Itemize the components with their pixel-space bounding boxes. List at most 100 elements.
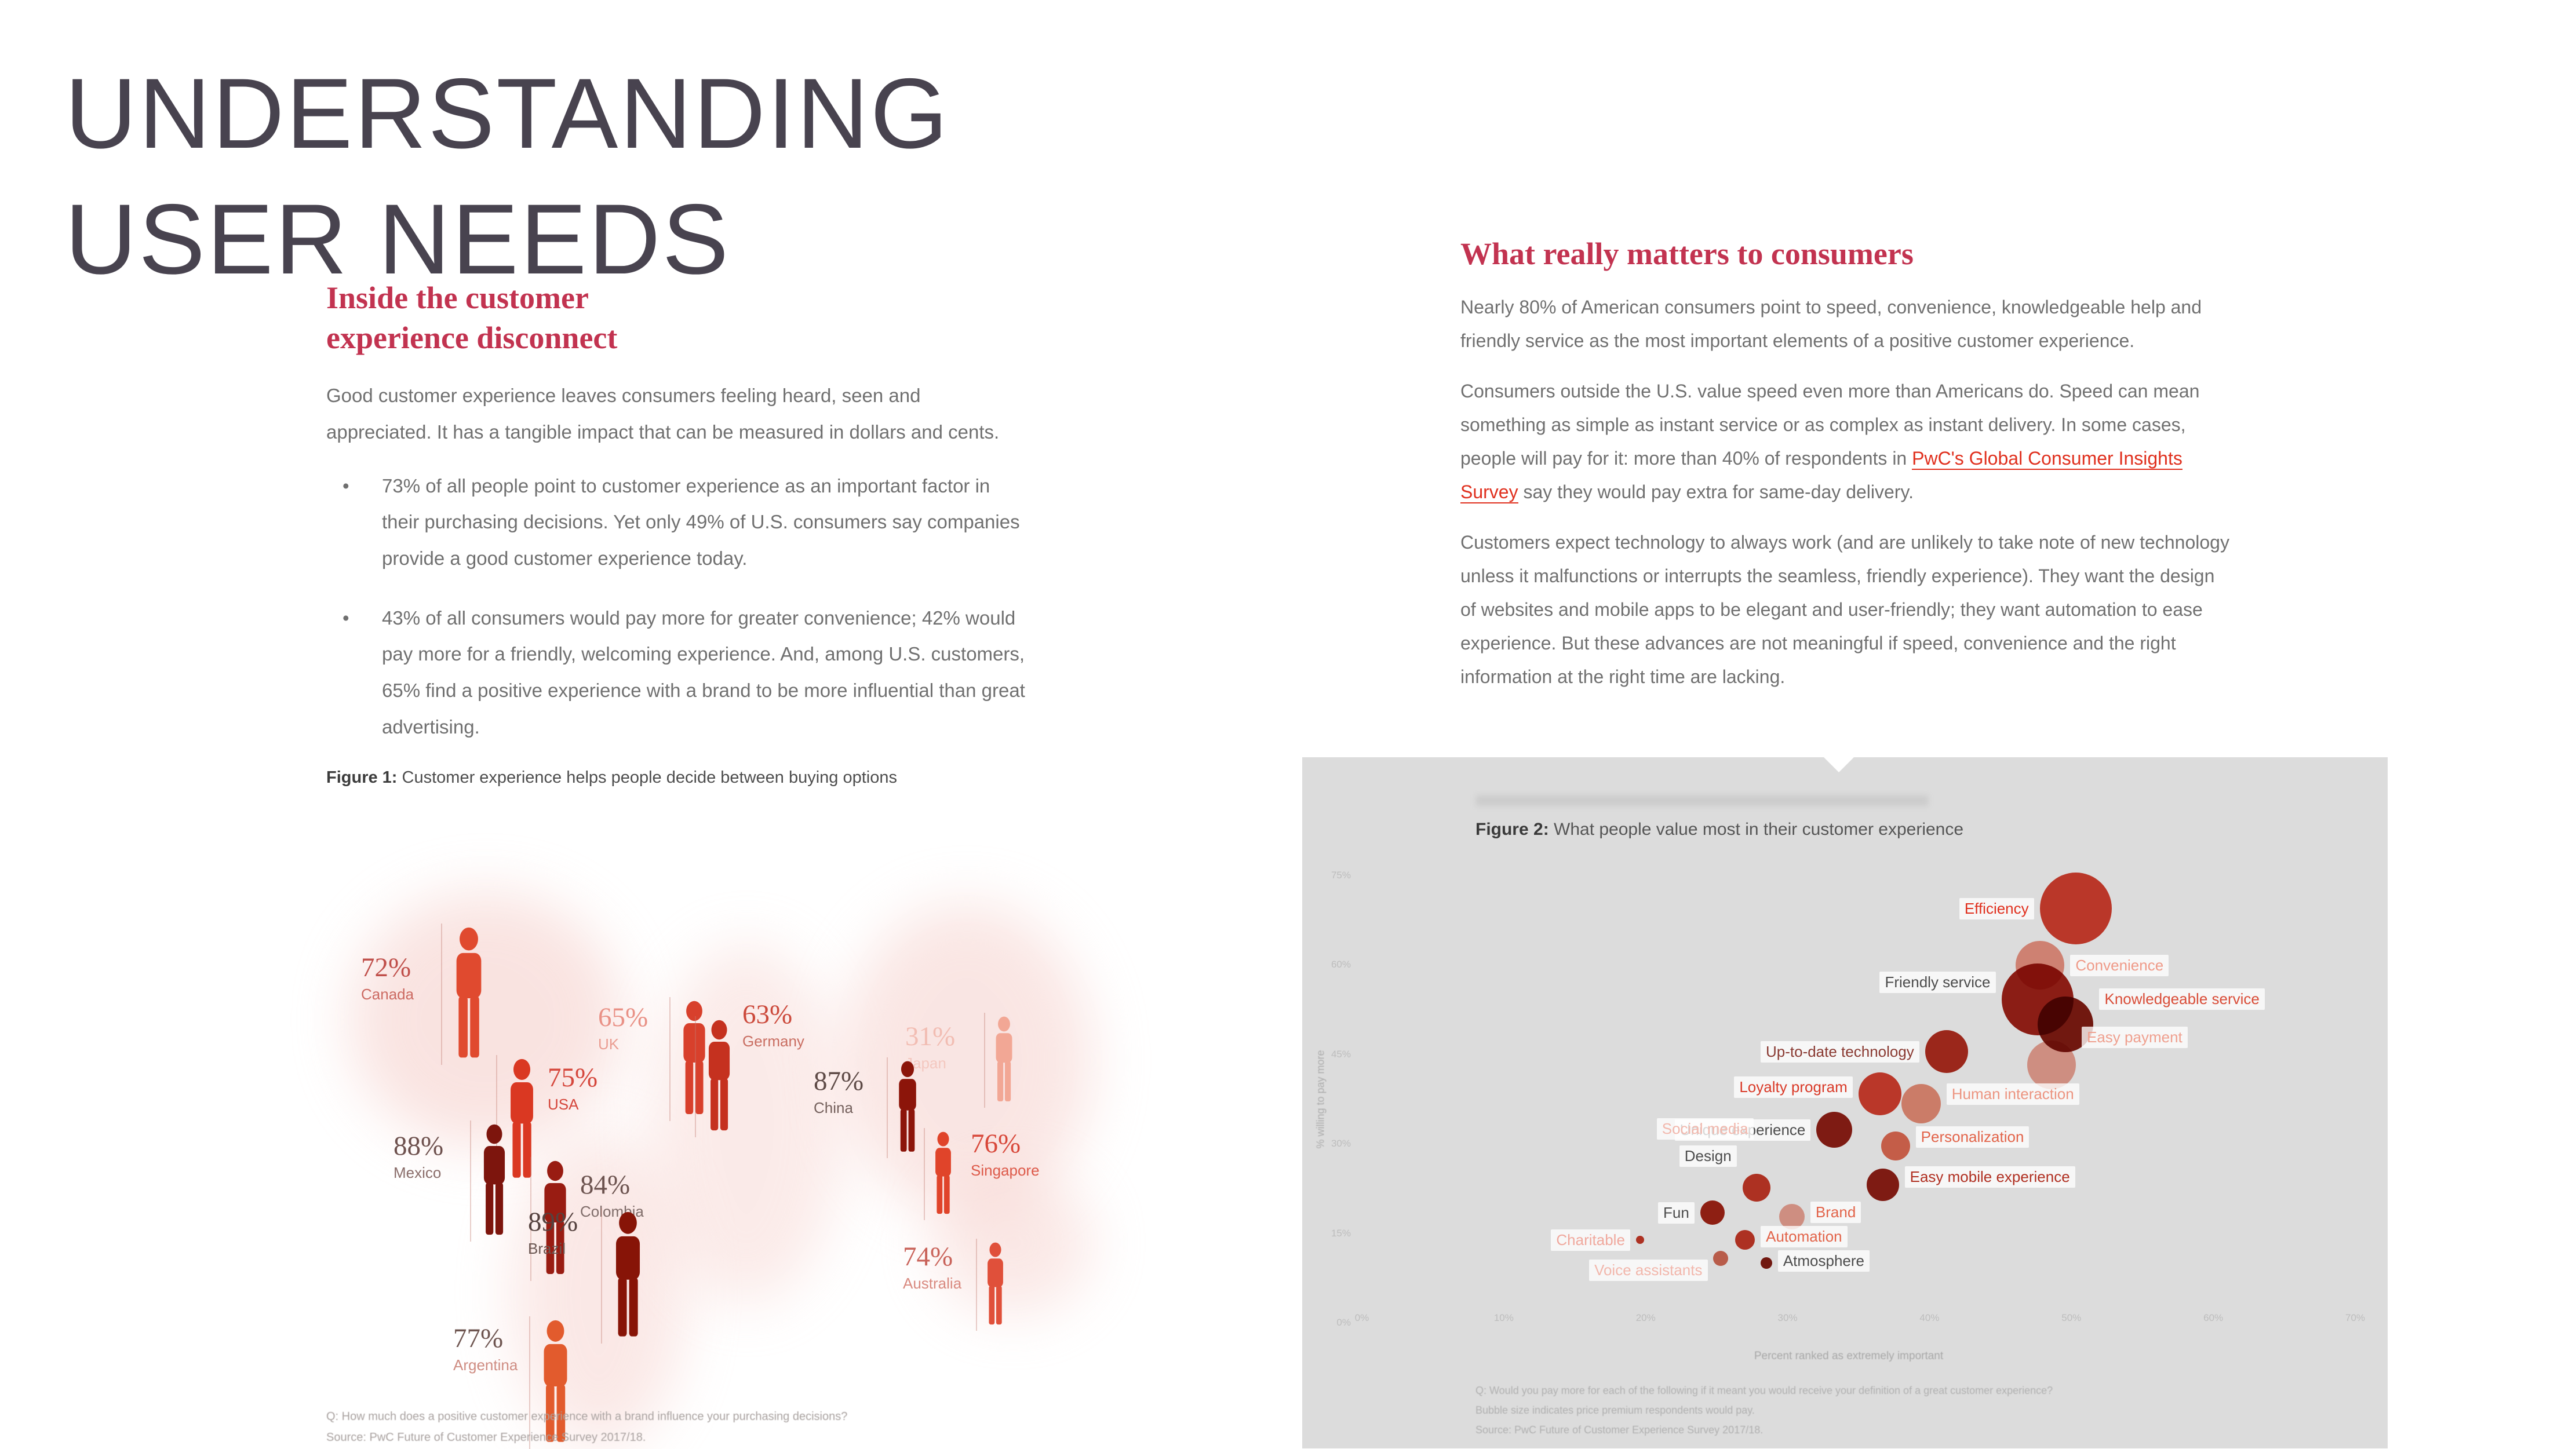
figure2-footnote-line: Q: Would you pay more for each of the fo…	[1475, 1385, 2053, 1396]
divider-line	[695, 1016, 696, 1137]
world-map: 72% Canada 65% UK 75% USA 63% Germany 88% Mexico 8…	[326, 278, 1091, 1449]
page-title-line1: UNDERSTANDING	[65, 58, 950, 169]
bubble-label-fun: Fun	[1658, 1202, 1695, 1224]
map-blob-asia	[842, 904, 1091, 1217]
divider-line	[496, 1055, 497, 1185]
bubble-brand	[1779, 1203, 1805, 1229]
divider-line	[984, 1013, 985, 1108]
bubble-atmosphere	[1760, 1257, 1772, 1269]
bubble-design	[1742, 1174, 1770, 1202]
bubble-label-voice-assistants: Voice assistants	[1589, 1259, 1708, 1281]
y-tick: 45%	[1331, 1048, 1351, 1060]
page-title-line2: USER NEEDS	[65, 183, 731, 295]
country-label-japan: 31% Japan	[905, 1021, 956, 1072]
divider-line	[601, 1208, 602, 1344]
figure1-caption: Figure 1: Customer experience helps peop…	[326, 768, 1045, 787]
divider-line	[530, 1157, 531, 1281]
divider-line	[887, 1057, 888, 1158]
page-title: UNDERSTANDING USER NEEDS	[65, 51, 950, 302]
figure2-footnotes: Q: Would you pay more for each of the fo…	[1475, 1381, 2053, 1440]
page-notch	[1824, 757, 1854, 772]
country-name: Canada	[361, 986, 414, 1003]
consumer-insights-survey-link[interactable]: PwC's Global Consumer Insights Survey	[1460, 448, 2183, 504]
x-tick: 0%	[1354, 1312, 1369, 1323]
x-tick: 30%	[1777, 1312, 1798, 1323]
country-percent: 88%	[393, 1131, 444, 1161]
right-article: What really matters to consumers Nearly …	[1460, 234, 2237, 710]
bubble-easy-payment	[2027, 1041, 2076, 1089]
person-icon-uk	[669, 997, 714, 1121]
bubble-label-knowledgeable-service: Knowledgeable service	[2099, 988, 2265, 1010]
country-percent: 87%	[814, 1066, 864, 1096]
bubble-automation	[1735, 1229, 1755, 1250]
para2-lead: Consumers outside the U.S. value speed e…	[1460, 380, 2200, 469]
country-label-mexico: 88% Mexico	[393, 1132, 443, 1182]
x-axis-title: Percent ranked as extremely important	[1754, 1350, 1944, 1362]
figure1-caption-text: Customer experience helps people decide …	[397, 768, 897, 787]
bubble-label-easy-payment: Easy payment	[2082, 1027, 2188, 1048]
person-icon-japan	[984, 1013, 1019, 1108]
country-name: Australia	[903, 1275, 962, 1293]
bubble-label-easy-mobile-experience: Easy mobile experience	[1904, 1166, 2075, 1188]
figure2-caption-text: What people value most in their customer…	[1548, 820, 1964, 839]
map-blob-south-america	[512, 1136, 686, 1448]
divider-line	[470, 1120, 471, 1242]
figure2-footnote-line: Bubble size indicates price premium resp…	[1475, 1404, 1755, 1417]
x-tick: 70%	[2345, 1312, 2366, 1323]
bubble-plot: Efficiency Convenience Friendly service Kno…	[1302, 757, 2388, 1448]
country-percent: 65%	[598, 1002, 648, 1032]
country-percent: 31%	[905, 1021, 956, 1052]
divider-line	[924, 1128, 925, 1220]
figure2-caption-label: Figure 2:	[1475, 820, 1549, 839]
bubble-up-to-date-technology	[1925, 1030, 1968, 1074]
bubble-label-charitable: Charitable	[1551, 1229, 1630, 1251]
bubble-easy-mobile-experience	[1866, 1169, 1899, 1202]
country-label-uk: 65% UK	[598, 1003, 648, 1053]
country-label-usa: 75% USA	[548, 1063, 597, 1114]
y-tick: 30%	[1331, 1138, 1351, 1149]
right-article-para2: Consumers outside the U.S. value speed e…	[1460, 374, 2231, 509]
country-percent: 72%	[361, 952, 411, 983]
y-tick: 60%	[1331, 959, 1351, 970]
bubble-label-efficiency: Efficiency	[1959, 898, 2034, 920]
bubble-fun	[1700, 1200, 1725, 1225]
divider-line	[441, 924, 442, 1065]
left-article-heading: Inside the customer experience disconnec…	[326, 280, 618, 356]
bubble-unique-experience	[1816, 1112, 1853, 1148]
blurred-text-line	[1476, 795, 1928, 806]
map-blob-north-america	[349, 892, 622, 1147]
y-axis-title: % willing to pay more	[1314, 1050, 1327, 1149]
bubble-label-personalization: Personalization	[1915, 1126, 2030, 1148]
divider-line	[976, 1239, 977, 1331]
country-name: Argentina	[453, 1356, 518, 1374]
left-article-intro: Good customer experience leaves consumer…	[326, 385, 1000, 443]
person-icon-argentina	[529, 1316, 577, 1449]
map-blob-australia	[935, 1170, 1091, 1315]
figure1-caption-label: Figure 1:	[326, 768, 398, 787]
bubble-personalization	[1881, 1132, 1910, 1161]
country-label-brazil: 89% Brazil	[528, 1207, 578, 1258]
x-tick: 60%	[2203, 1312, 2224, 1323]
bullet-item: 43% of all consumers would pay more for …	[326, 600, 1028, 746]
country-name: Brazil	[528, 1240, 566, 1258]
bubble-human-interaction	[1901, 1083, 1941, 1123]
y-tick: 75%	[1331, 869, 1351, 881]
bullet-list: 73% of all people point to customer expe…	[326, 468, 1028, 746]
bubble-label-convenience: Convenience	[2070, 955, 2169, 976]
country-label-canada: 72% Canada	[361, 952, 414, 1003]
country-name: China	[814, 1099, 853, 1117]
country-label-germany: 63% Germany	[742, 999, 804, 1050]
figure1-footnote-line1: Q: How much does a positive customer exp…	[326, 1410, 848, 1423]
person-icon-china	[887, 1057, 923, 1158]
country-percent: 89%	[528, 1207, 578, 1237]
bubble-convenience	[2016, 941, 2065, 990]
person-icon-colombia	[530, 1157, 575, 1281]
country-label-australia: 74% Australia	[903, 1242, 962, 1293]
person-icon-canada	[441, 924, 491, 1065]
y-tick: 15%	[1331, 1227, 1351, 1239]
person-icon-brazil	[601, 1208, 650, 1344]
country-percent: 63%	[742, 999, 793, 1030]
bullet-item: 73% of all people point to customer expe…	[326, 468, 1028, 577]
country-percent: 76%	[971, 1129, 1021, 1159]
person-icon-germany	[695, 1016, 738, 1137]
